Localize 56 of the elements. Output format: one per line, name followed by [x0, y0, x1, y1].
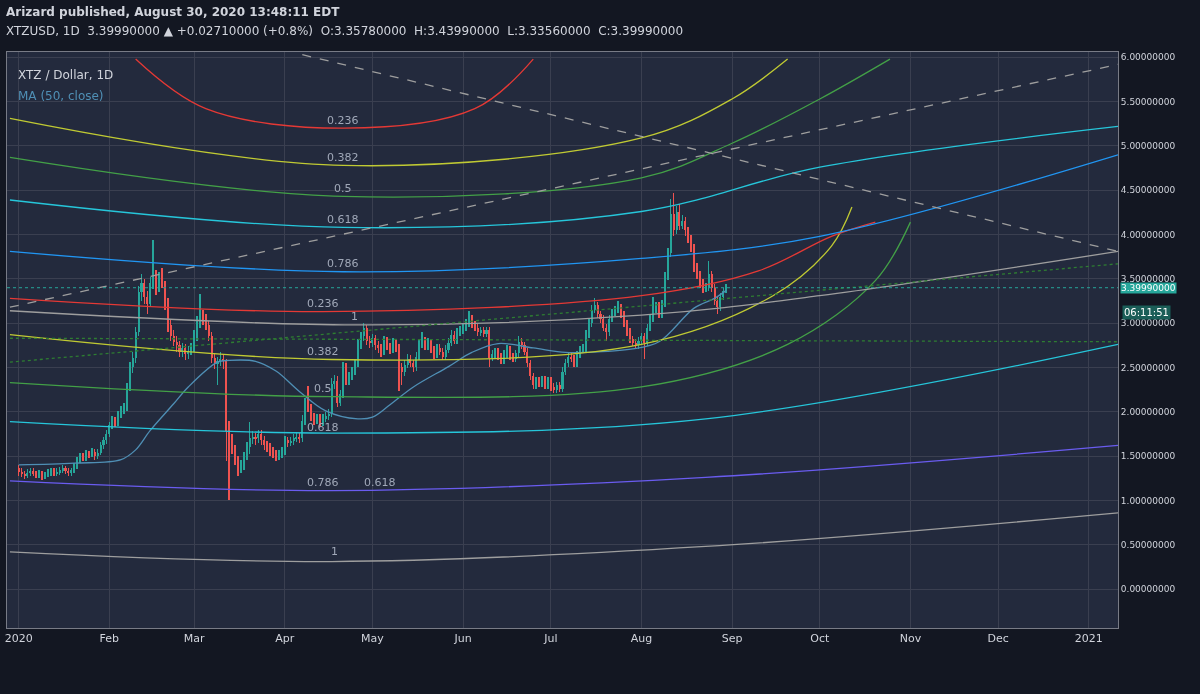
annotation: 0.786 [327, 257, 359, 270]
annotation: 0.786 [307, 476, 339, 489]
annotation: 0.618 [307, 421, 339, 434]
line-series [9, 221, 876, 313]
y-tick-label: 6.00000000 [1120, 52, 1176, 63]
ref-line-label: 3.39990000 [1121, 283, 1176, 293]
x-tick-label: Oct [810, 632, 830, 646]
x-tick-label: Jun [453, 632, 472, 646]
y-tick-label: 1.50000000 [1120, 451, 1176, 462]
y-tick-label: 2.00000000 [1120, 406, 1176, 417]
line-series [9, 58, 891, 198]
y-tick-label: 4.50000000 [1120, 185, 1176, 196]
annotation: 0.236 [307, 297, 339, 310]
x-tick-label: Apr [275, 632, 295, 646]
annotation: XTZ / Dollar, 1D [18, 68, 114, 82]
y-tick-label: 0.50000000 [1120, 539, 1176, 550]
annotation: 1 [331, 545, 338, 558]
annotation: 0.618 [327, 213, 359, 226]
line-series [9, 444, 1118, 492]
annotation: 0.382 [307, 345, 339, 358]
annotation: 0.236 [327, 114, 359, 127]
text: 06:11:51 [1124, 307, 1169, 318]
y-tick-label: 4.00000000 [1120, 229, 1176, 240]
x-tick-label: 2021 [1074, 632, 1103, 646]
line-series [9, 206, 853, 361]
y-tick-label: 2.50000000 [1120, 362, 1176, 373]
y-tick-label: 1.00000000 [1120, 495, 1176, 506]
line-series [9, 512, 1118, 563]
x-tick-label: Sep [721, 632, 743, 646]
chart-title: Arizard published, August 30, 2020 13:48:11 EDT [6, 5, 341, 19]
x-tick-label: Dec [987, 632, 1009, 646]
y-tick-label: 5.50000000 [1120, 96, 1176, 107]
x-tick-label: Nov [899, 632, 922, 646]
line-series [9, 58, 789, 167]
annotation: 1 [351, 310, 358, 323]
x-tick-label: Aug [630, 632, 653, 646]
line-series [9, 221, 912, 399]
line-series [9, 125, 1118, 229]
y-tick-label: 3.00000000 [1120, 318, 1176, 329]
x-tick-label: 2020 [4, 632, 33, 646]
y-tick-label: 0.00000000 [1120, 584, 1176, 595]
annotation: 0.618 [364, 476, 396, 489]
line-series [9, 343, 1118, 434]
line-series [9, 154, 1118, 273]
line-series [18, 289, 727, 466]
y-tick-label: 5.00000000 [1120, 141, 1176, 152]
text: MA (50, close) [18, 89, 104, 103]
x-tick-label: May [361, 632, 385, 646]
y-tick-label: 3.50000000 [1120, 274, 1176, 285]
annotation: 0.382 [327, 151, 359, 164]
annotation: 0.5 [314, 382, 332, 395]
x-tick-label: Mar [183, 632, 205, 646]
chart-subtitle: XTZUSD, 1D 3.39990000 ▲ +0.02710000 (+0.8%) O:3.35780000 H:3.43990000 L:3.33560000 C:3.39990000 [6, 24, 684, 38]
x-tick-label: Feb [99, 632, 120, 646]
x-tick-label: Jul [543, 632, 558, 646]
annotation: 0.5 [334, 182, 352, 195]
